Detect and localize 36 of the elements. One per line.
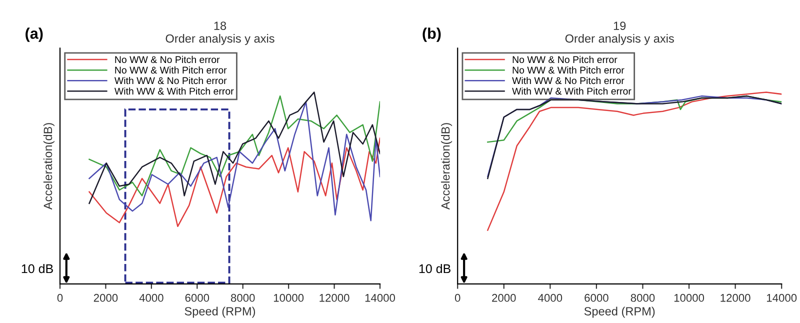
x-tick-label: 6000 (584, 294, 608, 302)
chart-subtitle: Order analysis y axis (166, 34, 274, 46)
text: 10 dB (419, 264, 450, 274)
y-axis-title: Acceleration(dB) (441, 123, 452, 210)
legend-label: No WW & With Pitch error (512, 66, 624, 74)
x-tick-label: 4000 (139, 294, 164, 302)
x-axis-title: Speed (RPM) (584, 306, 655, 318)
x-tick-label: 2000 (492, 294, 516, 302)
legend-label: No WW & With Pitch error (115, 66, 227, 74)
chart-title: 19 (614, 22, 626, 30)
x-tick-label: 12000 (320, 294, 350, 302)
text: 10 dB (22, 264, 53, 274)
x-tick-label: 10000 (274, 294, 304, 302)
legend-label: With WW & With Pitch error (114, 87, 234, 95)
chart-title: 18 (214, 22, 226, 30)
x-tick-label: 0 (454, 294, 460, 302)
chart-subtitle: Order analysis y axis (565, 34, 674, 46)
x-tick-label: 14000 (767, 294, 797, 302)
x-tick-label: 6000 (185, 294, 210, 302)
x-tick-label: 12000 (720, 294, 750, 302)
legend-label: With WW & No Pitch error (114, 76, 227, 84)
x-tick-label: 4000 (538, 294, 562, 302)
legend-label: With WW & No Pitch error (512, 76, 624, 84)
legend-label: With WW & With Pitch error (512, 87, 632, 95)
x-tick-label: 8000 (230, 294, 255, 302)
legend-label: No WW & No Pitch error (115, 56, 220, 64)
text: (a) (26, 28, 43, 42)
x-tick-label: 14000 (365, 294, 396, 302)
x-tick-label: 0 (57, 294, 63, 302)
x-tick-label: 10000 (674, 294, 704, 302)
x-tick-label: 2000 (94, 294, 118, 302)
x-axis-title: Speed (RPM) (184, 306, 256, 318)
text: (b) (422, 28, 441, 42)
legend-label: No WW & No Pitch error (512, 56, 618, 64)
y-axis-title: Acceleration(dB) (43, 123, 54, 210)
x-tick-label: 8000 (630, 294, 655, 302)
